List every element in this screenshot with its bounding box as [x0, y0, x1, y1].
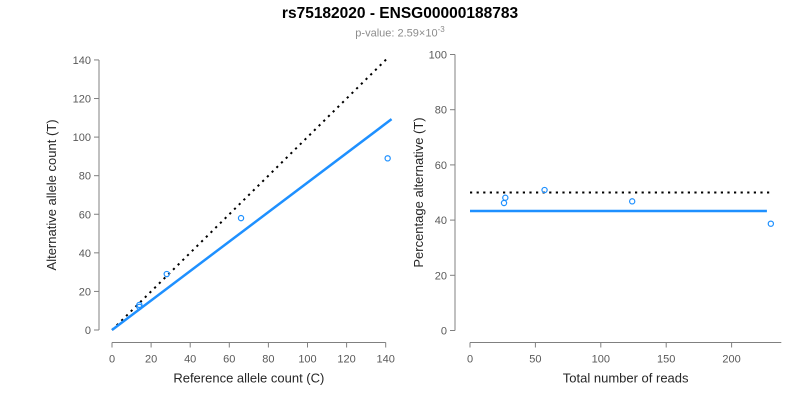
y-tick-label: 60: [79, 209, 91, 221]
x-tick-label: 100: [298, 354, 316, 366]
y-tick-label: 20: [435, 270, 447, 282]
y-tick-label: 20: [79, 286, 91, 298]
pvalue-text: p-value: 2.59×10: [355, 27, 438, 40]
figure-subtitle: p-value: 2.59×10-3: [0, 25, 800, 40]
y-tick-label: 100: [73, 132, 91, 144]
x-axis-title: Total number of reads: [563, 371, 689, 386]
y-tick-label: 120: [73, 94, 91, 106]
data-point: [502, 194, 509, 201]
data-point: [136, 301, 143, 309]
x-tick-label: 100: [592, 354, 610, 366]
data-point: [136, 303, 143, 311]
data-point: [767, 220, 775, 227]
y-tick-label: 0: [85, 325, 91, 337]
identity-line: [111, 57, 389, 331]
x-tick-label: 200: [722, 354, 740, 366]
x-tick-label: 120: [337, 354, 355, 366]
y-tick-label: 60: [435, 160, 447, 172]
x-axis-title: Reference allele count (C): [173, 371, 324, 386]
data-point: [541, 186, 548, 194]
x-tick-label: 60: [223, 354, 235, 366]
y-axis-title: Alternative allele count (T): [44, 119, 59, 270]
data-point: [163, 270, 170, 278]
x-tick-label: 50: [529, 354, 541, 366]
x-tick-label: 0: [109, 354, 115, 366]
data-point: [237, 214, 245, 222]
fit-line: [111, 118, 393, 331]
x-tick-label: 20: [145, 354, 157, 366]
x-tick-label: 0: [467, 354, 473, 366]
x-tick-label: 40: [184, 354, 196, 366]
left-plot-allele-counts: 0 20 40 60 80 100 120 140 0 20 40 60 80 100 120 140 Refe…: [44, 55, 395, 386]
data-point: [500, 199, 508, 207]
data-point: [628, 198, 636, 205]
data-point: [384, 155, 391, 162]
y-tick-label: 100: [429, 50, 447, 62]
figure-title: rs75182020 - ENSG00000188783: [281, 5, 519, 22]
y-tick-label: 80: [79, 171, 91, 183]
right-plot-percentage: 0 20 40 60 80 100 0 50 100 150 200 Total number of …: [411, 50, 782, 386]
x-tick-label: 140: [377, 354, 395, 366]
pvalue-exponent: -3: [437, 25, 445, 34]
y-tick-label: 40: [435, 215, 447, 227]
y-axis-title: Percentage alternative (T): [411, 117, 426, 267]
y-tick-label: 80: [435, 105, 447, 117]
y-tick-label: 40: [79, 248, 91, 260]
y-tick-label: 140: [73, 55, 91, 67]
x-tick-label: 150: [657, 354, 675, 366]
y-tick-label: 0: [441, 326, 447, 338]
x-tick-label: 80: [262, 354, 274, 366]
